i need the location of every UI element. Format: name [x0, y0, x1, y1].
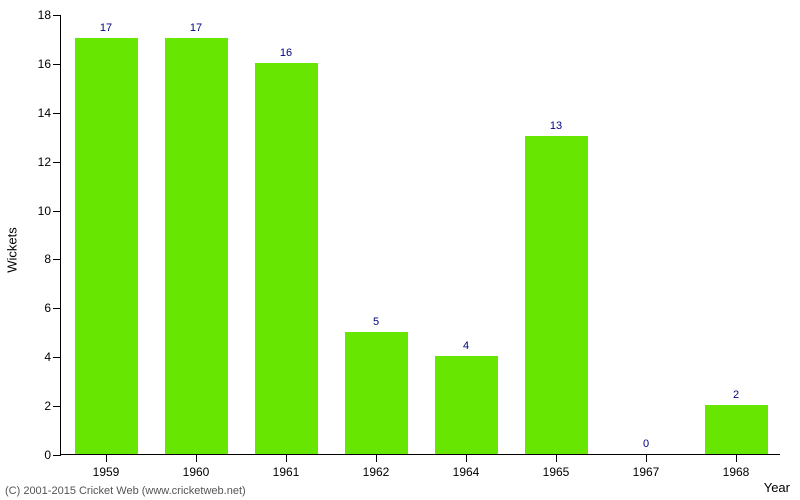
- x-tick-label: 1961: [273, 465, 300, 479]
- y-tick-label: 6: [26, 301, 51, 315]
- y-tick-label: 18: [26, 8, 51, 22]
- bar-value-label: 17: [190, 22, 202, 34]
- y-tick: [53, 259, 61, 260]
- bar-value-label: 2: [733, 389, 739, 401]
- y-tick-label: 14: [26, 106, 51, 120]
- x-tick-label: 1965: [543, 465, 570, 479]
- y-tick: [53, 406, 61, 407]
- copyright-text: (C) 2001-2015 Cricket Web (www.cricketwe…: [5, 485, 246, 497]
- bar: [255, 63, 318, 454]
- x-tick: [376, 454, 377, 462]
- y-tick: [53, 211, 61, 212]
- y-tick-label: 4: [26, 350, 51, 364]
- y-tick-label: 0: [26, 448, 51, 462]
- y-tick: [53, 357, 61, 358]
- x-tick: [466, 454, 467, 462]
- chart-container: Wickets 0 2 4 6 8 10 12 14 16 18 17 1959 17 1960 16 196…: [0, 0, 800, 500]
- x-tick-label: 1967: [633, 465, 660, 479]
- x-tick-label: 1960: [183, 465, 210, 479]
- y-tick: [53, 113, 61, 114]
- bar-value-label: 5: [373, 316, 379, 328]
- x-tick: [196, 454, 197, 462]
- x-tick: [736, 454, 737, 462]
- y-tick-label: 16: [26, 57, 51, 71]
- y-tick-label: 10: [26, 204, 51, 218]
- y-tick-label: 8: [26, 252, 51, 266]
- x-tick: [646, 454, 647, 462]
- bar: [345, 332, 408, 454]
- y-tick-label: 12: [26, 155, 51, 169]
- x-tick-label: 1959: [93, 465, 120, 479]
- x-tick-label: 1964: [453, 465, 480, 479]
- bar-value-label: 13: [550, 120, 562, 132]
- bar-value-label: 0: [643, 438, 649, 450]
- bar-value-label: 16: [280, 47, 292, 59]
- bar: [525, 136, 588, 454]
- y-tick: [53, 162, 61, 163]
- x-tick: [106, 454, 107, 462]
- y-tick: [53, 455, 61, 456]
- y-tick: [53, 64, 61, 65]
- bar-value-label: 4: [463, 340, 469, 352]
- bar: [705, 405, 768, 454]
- x-axis-label: Year: [764, 480, 790, 495]
- y-tick-label: 2: [26, 399, 51, 413]
- x-tick: [556, 454, 557, 462]
- bar: [435, 356, 498, 454]
- plot-area: 0246810121416181719591719601619615196241…: [60, 15, 780, 455]
- x-tick-label: 1968: [723, 465, 750, 479]
- x-tick-label: 1962: [363, 465, 390, 479]
- y-axis-label: Wickets: [5, 227, 20, 273]
- y-tick: [53, 308, 61, 309]
- bar: [75, 38, 138, 454]
- bar-value-label: 17: [100, 22, 112, 34]
- y-tick: [53, 15, 61, 16]
- x-tick: [286, 454, 287, 462]
- bar: [165, 38, 228, 454]
